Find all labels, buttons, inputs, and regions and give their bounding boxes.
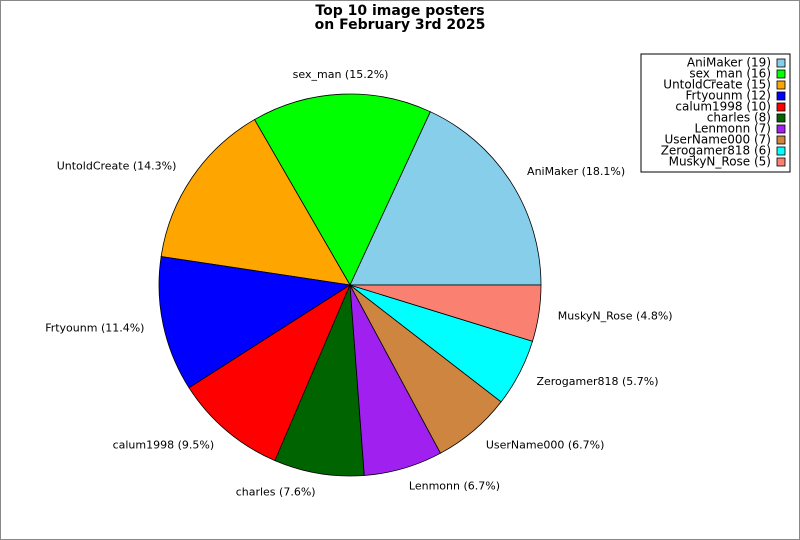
slice-label: AniMaker (18.1%) [527,165,625,178]
legend-swatch [776,135,786,145]
chart-title: Top 10 image posters [315,3,484,19]
legend-label: MuskyN_Rose (5) [669,155,771,169]
legend-swatch [776,80,786,90]
legend-swatch [776,124,786,134]
pie-slice [253,93,431,286]
pie-slice [188,283,351,462]
legend-swatch [776,102,786,112]
legend-swatch [776,113,786,123]
slice-label: sex_man (15.2%) [293,68,389,81]
slice-label: UserName000 (6.7%) [486,438,605,451]
legend-swatch [776,146,786,156]
slice-label: Lenmonn (6.7%) [409,480,500,493]
legend-label: Zerogamer818 (6) [661,144,771,158]
legend-swatch [776,69,786,79]
slice-label: Zerogamer818 (5.7%) [536,375,658,388]
chart-title: on February 3rd 2025 [315,17,486,33]
legend-label: UserName000 (7) [665,133,771,147]
pie-slice [160,119,351,286]
pie-slice [349,284,542,342]
legend-label: calum1998 (10) [675,100,771,114]
legend-box [640,53,791,173]
legend-label: charles (8) [707,111,771,125]
legend-label: Frtyounm (12) [686,89,771,103]
pie-slice [158,256,352,389]
slice-label: UntoldCreate (14.3%) [57,160,177,173]
slice-label: calum1998 (9.5%) [113,438,215,451]
legend-swatch [776,91,786,101]
legend-label: Lenmonn (7) [694,122,771,136]
slice-label: charles (7.6%) [236,485,316,498]
slice-label: Frtyounm (11.4%) [45,322,144,335]
legend-label: UntoldCreate (15) [663,78,771,92]
legend-label: sex_man (16) [689,67,771,81]
slice-label: MuskyN_Rose (4.8%) [558,309,673,322]
legend-swatch [776,58,786,68]
pie-slice [349,111,542,286]
legend-label: AniMaker (19) [687,56,771,70]
legend-swatch [776,157,786,167]
